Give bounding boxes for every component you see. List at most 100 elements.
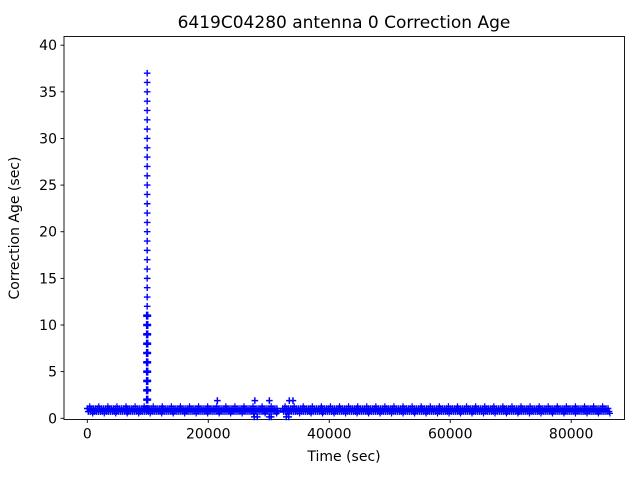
data-point-marker [158,410,165,417]
data-point-marker [595,410,602,417]
data-point-marker [526,410,533,417]
data-point-marker [227,410,234,417]
data-point-marker [399,403,407,410]
data-point-marker [599,403,606,410]
data-point-marker [253,413,261,421]
data-point-marker [309,403,316,410]
data-point-marker [186,403,193,410]
data-point-marker [365,410,372,417]
data-point-marker [143,386,152,395]
data-point-marker [472,403,479,410]
data-point-marker [143,88,151,96]
data-point-marker [581,403,588,410]
data-point-marker [122,403,130,410]
data-point-marker [266,397,273,404]
data-point-marker [143,191,151,198]
data-point-marker [273,410,280,417]
data-point-marker [143,181,151,189]
data-point-marker [143,256,151,264]
data-point-marker [353,410,361,417]
data-point-marker [131,403,139,410]
data-point-marker [268,403,275,410]
data-point-marker [480,410,487,417]
x-axis-ticks: 0 20000 40000 60000 80000 [83,419,593,443]
data-point-marker [124,410,131,417]
data-point-marker [168,403,175,410]
data-point-marker [193,410,200,417]
data-point-marker [318,403,325,410]
data-point-marker [143,275,151,282]
data-point-marker [308,410,315,417]
x-tick-label: 0 [83,427,92,443]
data-point-marker [285,413,293,421]
data-point-marker [214,397,221,404]
data-point-marker [143,293,151,301]
data-point-marker [143,107,151,114]
data-point-marker [434,410,441,417]
data-point-marker [508,403,516,410]
data-point-marker [319,410,326,417]
data-point-marker [86,403,93,410]
data-point-marker [231,403,238,410]
data-point-marker [436,403,443,410]
data-point-marker [372,403,379,410]
y-tick-label: 15 [39,271,57,287]
data-point-marker [463,403,470,410]
data-point-marker [300,403,307,410]
data-point-marker [409,403,416,410]
data-point-marker [590,403,597,410]
data-point-marker [537,410,545,417]
data-point-marker [143,209,151,217]
data-point-marker [159,403,166,410]
data-point-marker [143,237,151,245]
data-point-marker [468,410,476,417]
data-point-marker [388,410,395,417]
data-point-marker [150,403,157,410]
data-point-marker [143,395,152,404]
x-tick-label: 60000 [428,427,473,443]
y-tick-label: 35 [39,85,57,101]
data-point-marker [296,410,303,417]
data-point-marker [345,403,352,410]
data-point-marker [147,410,154,417]
data-point-marker [267,413,275,421]
data-point-marker [177,403,184,410]
data-point-marker [143,358,152,367]
data-point-marker [279,408,285,414]
y-tick-label: 0 [48,411,57,427]
data-point-marker [143,144,151,152]
data-point-marker [289,397,297,404]
data-point-marker [112,410,119,417]
data-point-marker [143,116,151,124]
data-point-marker [143,172,151,180]
data-point-marker [143,404,152,413]
data-point-marker [143,311,152,320]
data-point-marker [143,163,151,170]
data-point-marker [418,403,425,410]
y-tick-label: 20 [39,225,57,241]
x-tick-label: 20000 [186,427,231,443]
y-tick-label: 25 [39,178,57,194]
data-point-marker [143,339,152,348]
x-axis-label: Time (sec) [306,449,380,465]
data-point-marker [135,410,142,417]
data-point-marker [491,410,499,417]
data-point-marker [560,410,568,417]
data-point-marker [503,410,510,417]
data-point-marker [390,403,398,410]
data-point-marker [143,348,152,357]
data-point-marker [481,403,488,410]
chart-title: 6419C04280 antenna 0 Correction Age [178,13,511,33]
data-points [83,69,614,421]
y-tick-label: 10 [39,318,57,334]
data-point-marker [499,403,506,410]
data-point-marker [572,410,579,417]
data-point-marker [583,410,591,417]
data-point-marker [526,403,534,410]
data-point-marker [101,410,108,417]
data-point-marker [376,410,384,417]
data-point-marker [195,403,202,410]
data-point-marker [606,410,614,417]
y-tick-label: 40 [39,38,57,54]
